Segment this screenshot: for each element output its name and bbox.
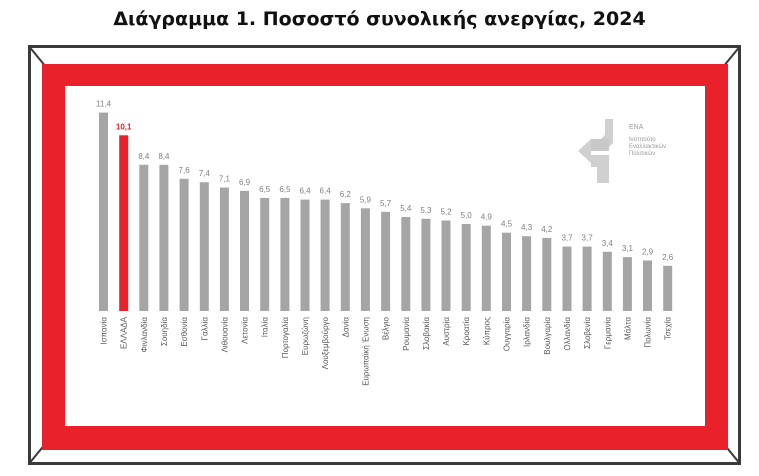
logo-line-1: Ινστιτούτο [629,137,656,143]
bar-22 [542,237,552,311]
value-label-3: 8,4 [158,152,170,161]
category-label-15: Ρουμανία [402,317,411,351]
bar-18 [461,224,471,311]
value-label-25: 3,4 [602,239,614,248]
category-label-11: Λουξεμβούργο [321,316,330,369]
category-label-5: Γαλλία [200,317,209,341]
value-label-19: 4,9 [481,213,493,222]
value-label-28: 2,6 [662,253,674,262]
ena-logo-icon [578,119,613,183]
value-label-0: 11,4 [96,100,112,109]
bar-20 [502,232,511,311]
category-label-18: Κροατία [462,317,471,346]
bar-21 [522,236,532,311]
category-label-3: Σουηδία [160,317,169,346]
category-label-2: Φινλανδία [140,317,149,353]
category-label-14: Βέλγιο [382,316,391,340]
category-label-23: Ολλανδία [563,317,572,351]
value-label-12: 6,2 [340,190,352,199]
bar-28 [663,265,673,311]
bar-17 [441,220,451,311]
category-label-10: Ευρωζώνη [301,317,310,355]
category-label-22: Βουλγαρία [543,317,552,355]
bar-11 [320,199,330,311]
chart-title: Διάγραμμα 1. Ποσοστό συνολικής ανεργίας,… [113,8,646,30]
value-label-24: 3,7 [582,234,594,243]
category-label-25: Γερμανία [603,317,612,350]
bar-7 [240,190,249,311]
category-label-26: Μάλτα [623,317,632,340]
bar-2 [139,164,149,311]
bar-10 [300,199,310,311]
logo-line-2: Εναλλακτικών [629,144,667,150]
category-label-4: Εσθονία [180,317,189,347]
value-label-22: 4,2 [541,225,553,234]
bar-12 [340,203,350,311]
bar-16 [421,218,431,311]
logo-abbr: ΕΝΑ [629,124,644,131]
value-label-27: 2,9 [642,248,654,257]
category-label-21: Ιρλανδία [523,317,532,347]
value-label-7: 6,9 [239,178,251,187]
value-label-6: 7,1 [219,175,231,184]
bar-27 [643,260,652,311]
bar-14 [381,211,391,311]
category-label-0: Ισπανία [100,317,109,345]
value-label-13: 5,9 [360,195,372,204]
category-label-24: Σλοβενία [583,317,592,349]
bar-15 [401,217,411,311]
value-label-16: 5,3 [420,206,432,215]
bar-19 [481,225,491,311]
value-label-10: 6,4 [299,187,311,196]
value-label-11: 6,4 [320,187,332,196]
value-label-15: 5,4 [400,204,412,213]
bar-23 [562,246,572,311]
value-label-20: 4,5 [501,220,513,229]
value-label-9: 6,5 [279,185,291,194]
bar-5 [199,182,209,311]
logo-line-3: Πολιτικών [629,151,656,157]
value-label-5: 7,4 [199,169,211,178]
value-label-2: 8,4 [138,152,150,161]
bar-0 [99,112,108,311]
bar-6 [219,187,229,311]
category-label-27: Πολωνία [644,317,653,348]
bar-13 [360,208,370,311]
category-label-8: Ιταλία [261,317,270,338]
value-label-4: 7,6 [179,166,191,175]
value-label-17: 5,2 [440,208,452,217]
value-label-1: 10,1 [116,122,132,131]
bar-26 [622,257,632,311]
category-label-9: Πορτογαλία [281,317,290,359]
value-label-23: 3,7 [561,234,573,243]
category-label-16: Σλοβακία [422,317,431,350]
value-label-8: 6,5 [259,185,271,194]
category-label-17: Αυστρία [442,317,451,346]
bar-1 [119,135,129,311]
category-label-1: ΕΛΛΑΔΑ [120,316,129,349]
bar-8 [260,197,270,311]
bar-24 [582,246,592,311]
value-label-18: 5,0 [461,211,473,220]
category-label-28: Τσεχία [664,317,673,340]
category-label-12: Δανία [341,317,350,338]
category-label-7: Λετονία [241,317,250,344]
category-label-13: Ευρωπαϊκή Ένωση [361,317,370,386]
value-label-26: 3,1 [622,244,634,253]
category-label-19: Κύπρος [482,317,491,345]
bar-4 [179,178,189,311]
bar-3 [159,164,169,311]
value-label-14: 5,7 [380,199,392,208]
value-label-21: 4,3 [521,223,533,232]
bar-25 [602,251,612,311]
bar-9 [280,197,290,311]
category-label-20: Ουγγαρία [503,317,512,352]
category-label-6: Λιθουανία [220,317,229,353]
